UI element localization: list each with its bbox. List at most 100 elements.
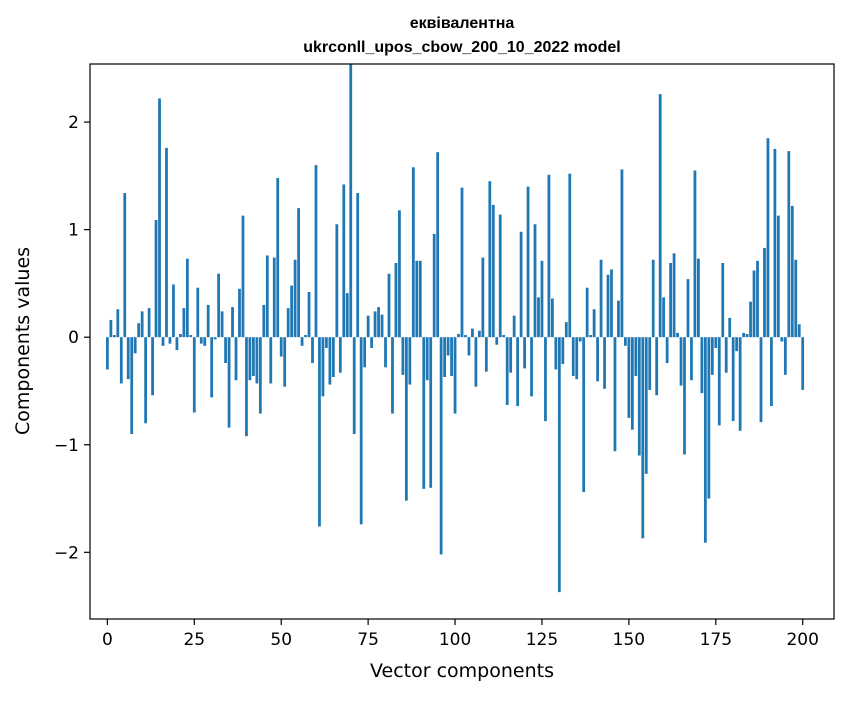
bar-30 bbox=[210, 337, 214, 398]
bar-22 bbox=[182, 308, 186, 338]
bar-95 bbox=[436, 152, 440, 338]
bar-118 bbox=[516, 337, 520, 407]
bar-146 bbox=[613, 337, 617, 452]
bar-73 bbox=[359, 337, 363, 525]
bar-182 bbox=[738, 337, 742, 431]
bar-26 bbox=[196, 287, 200, 338]
bar-17 bbox=[165, 147, 168, 338]
bar-57 bbox=[304, 335, 307, 338]
bar-67 bbox=[338, 337, 342, 373]
bar-128 bbox=[551, 298, 554, 338]
bar-21 bbox=[179, 333, 182, 338]
bar-35 bbox=[227, 337, 231, 428]
y-axis-ticks: −2 −1 0 1 2 bbox=[54, 113, 90, 563]
x-tick-label-0: 0 bbox=[102, 630, 113, 650]
bar-189 bbox=[763, 247, 766, 338]
bar-142 bbox=[599, 259, 603, 338]
bar-179 bbox=[728, 317, 732, 338]
bar-121 bbox=[526, 186, 530, 338]
bar-9 bbox=[137, 323, 141, 338]
x-tick-label-25: 25 bbox=[183, 630, 205, 650]
bar-180 bbox=[731, 337, 735, 422]
bar-138 bbox=[585, 287, 589, 338]
bar-119 bbox=[519, 231, 523, 338]
bar-68 bbox=[342, 184, 346, 338]
bar-88 bbox=[411, 167, 415, 338]
bar-43 bbox=[255, 337, 259, 384]
y-tick-label-1: 1 bbox=[68, 221, 79, 241]
bar-75 bbox=[366, 315, 370, 338]
bar-15 bbox=[158, 98, 161, 338]
bar-152 bbox=[634, 337, 638, 376]
bar-52 bbox=[286, 308, 290, 338]
bar-28 bbox=[203, 337, 207, 346]
bar-161 bbox=[665, 337, 669, 364]
bar-87 bbox=[408, 337, 412, 385]
bar-60 bbox=[314, 165, 318, 338]
bar-131 bbox=[561, 337, 565, 365]
bar-110 bbox=[488, 181, 492, 338]
bar-1 bbox=[109, 319, 113, 338]
bar-107 bbox=[477, 330, 481, 338]
bar-50 bbox=[279, 337, 283, 357]
x-tick-label-75: 75 bbox=[357, 630, 379, 650]
bar-13 bbox=[151, 337, 154, 396]
bar-113 bbox=[498, 214, 502, 338]
bar-55 bbox=[297, 208, 300, 338]
bar-5 bbox=[123, 193, 127, 338]
bar-172 bbox=[703, 337, 707, 543]
bar-14 bbox=[154, 219, 158, 338]
bar-158 bbox=[655, 337, 659, 396]
bar-190 bbox=[766, 138, 770, 338]
bar-102 bbox=[460, 187, 464, 338]
bar-58 bbox=[307, 292, 311, 338]
bar-145 bbox=[610, 269, 613, 338]
bar-48 bbox=[272, 257, 276, 338]
bar-7 bbox=[130, 337, 134, 434]
bar-186 bbox=[752, 270, 756, 338]
bar-157 bbox=[651, 259, 655, 338]
bar-76 bbox=[370, 337, 373, 348]
plot-frame bbox=[89, 63, 835, 620]
bar-39 bbox=[241, 215, 245, 338]
bar-84 bbox=[398, 210, 401, 338]
bar-141 bbox=[596, 337, 599, 382]
y-tick-label-2: 2 bbox=[68, 113, 79, 133]
bar-106 bbox=[474, 337, 478, 387]
bar-170 bbox=[697, 258, 700, 338]
bar-61 bbox=[318, 337, 321, 527]
bar-178 bbox=[724, 337, 728, 373]
bar-78 bbox=[377, 307, 380, 338]
bar-147 bbox=[617, 300, 620, 338]
bar-85 bbox=[401, 337, 405, 375]
bar-109 bbox=[484, 337, 488, 372]
bar-200 bbox=[801, 337, 805, 390]
bar-89 bbox=[415, 260, 419, 338]
bar-151 bbox=[630, 337, 634, 430]
bar-156 bbox=[648, 337, 652, 390]
bar-184 bbox=[745, 333, 749, 338]
bar-24 bbox=[189, 335, 193, 338]
bar-183 bbox=[742, 332, 745, 338]
bar-192 bbox=[773, 148, 777, 338]
bar-64 bbox=[328, 337, 332, 385]
bar-105 bbox=[471, 328, 474, 338]
bar-41 bbox=[248, 337, 252, 381]
bar-25 bbox=[192, 337, 196, 413]
bar-123 bbox=[533, 224, 537, 338]
bar-159 bbox=[658, 94, 662, 338]
bar-144 bbox=[606, 274, 610, 338]
bar-53 bbox=[290, 285, 294, 338]
bar-169 bbox=[693, 170, 697, 338]
bar-199 bbox=[797, 324, 801, 338]
bar-91 bbox=[422, 337, 426, 489]
y-tick-label-0: 0 bbox=[68, 328, 79, 348]
bar-23 bbox=[185, 258, 189, 338]
bar-154 bbox=[641, 337, 645, 539]
chart-title-line-2: ukrconll_upos_cbow_200_10_2022 model bbox=[303, 39, 620, 56]
bar-197 bbox=[790, 205, 794, 338]
bar-70 bbox=[349, 64, 353, 338]
bar-181 bbox=[735, 337, 739, 352]
bar-10 bbox=[140, 311, 144, 338]
bar-176 bbox=[717, 337, 721, 426]
